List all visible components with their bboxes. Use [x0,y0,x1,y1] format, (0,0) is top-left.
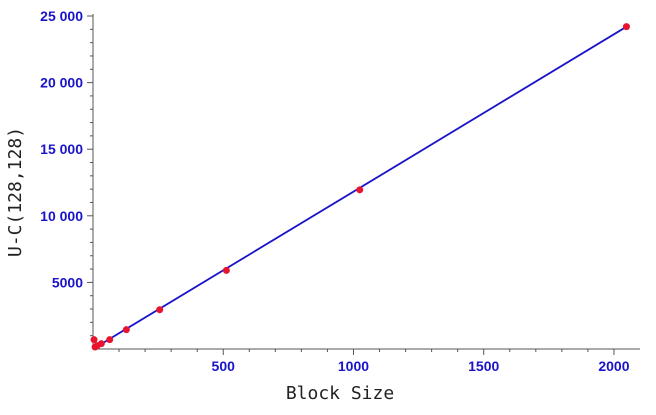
data-point [97,340,105,348]
data-point [90,336,98,344]
y-tick-label: 10 000 [40,208,83,224]
x-tick-label: 1500 [468,358,499,374]
x-axis-title: Block Size [286,383,394,404]
y-axis-title: U-C(128,128) [5,127,26,257]
x-tick-label: 500 [212,358,236,374]
data-point [156,306,164,314]
x-tick-label: 1000 [338,358,369,374]
y-tick-label: 20 000 [40,75,83,91]
y-tick-label: 5000 [52,274,83,290]
y-tick-label: 25 000 [40,8,83,24]
data-point [222,266,230,274]
data-point [356,186,364,194]
data-point [122,326,130,334]
y-tick-label: 15 000 [40,141,83,157]
data-point [622,23,630,31]
data-point [106,336,114,344]
axes: 500 1000 1500 2000 5000 10 000 15 000 20 000 25 … [40,8,640,374]
x-tick-label: 2000 [598,358,629,374]
data-points [90,23,630,351]
